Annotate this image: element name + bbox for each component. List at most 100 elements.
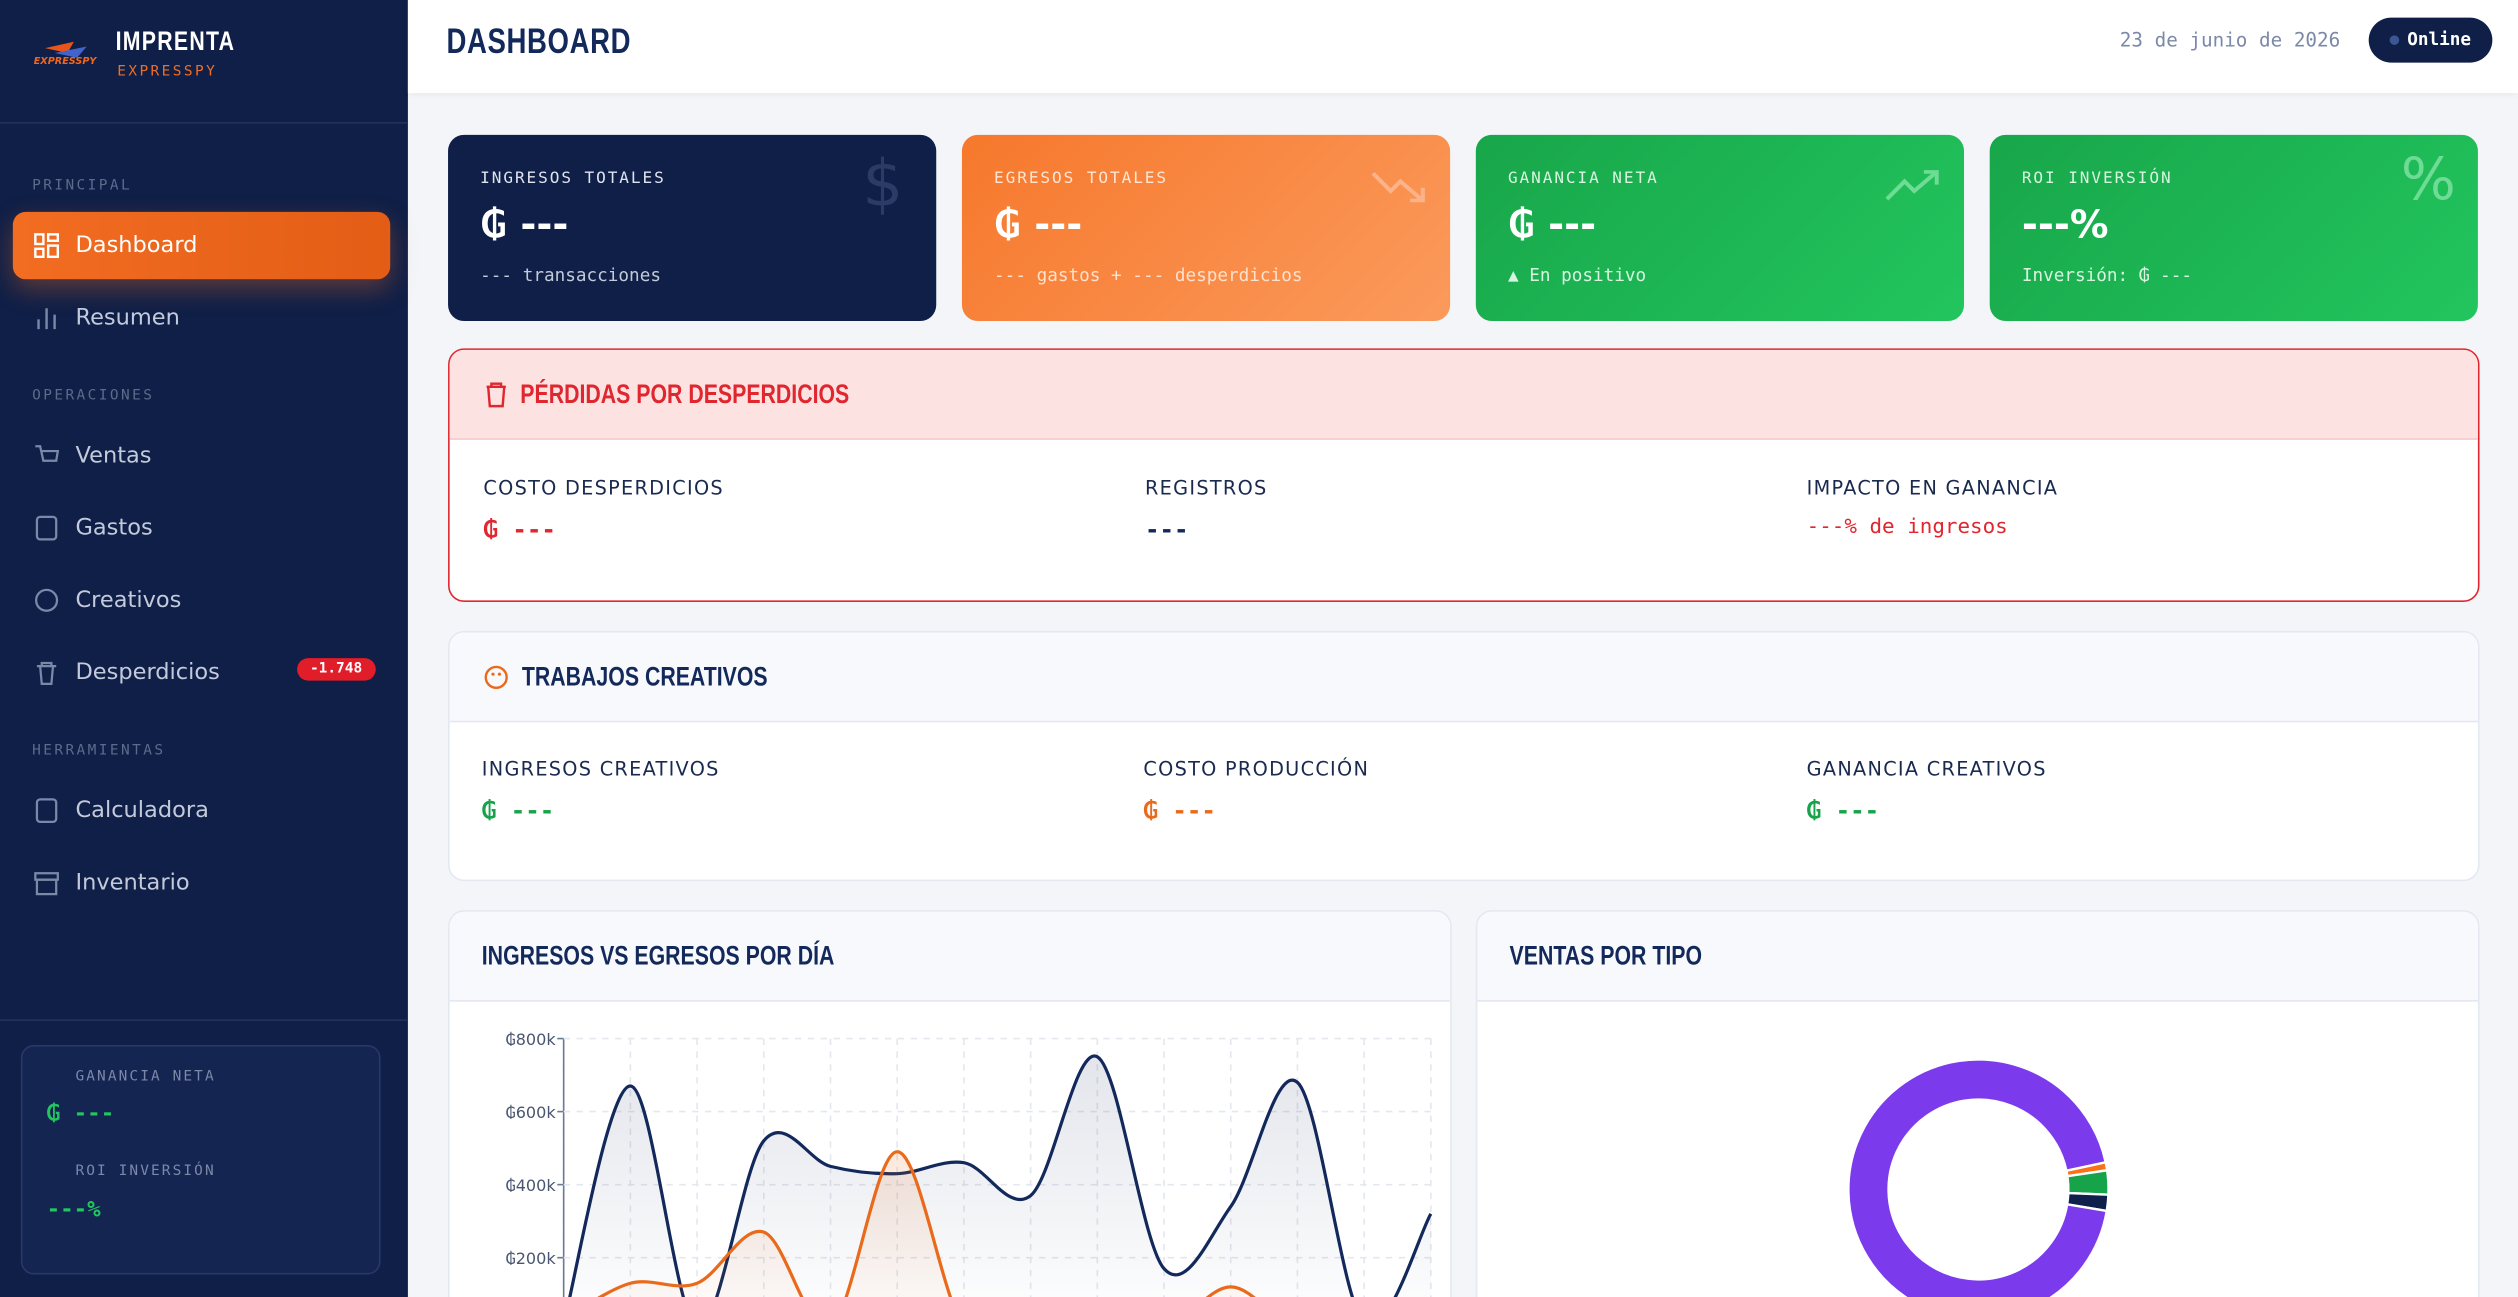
sidebar: EXPRESSPY IMPRENTA EXPRESSPY PRINCIPAL D… — [0, 0, 408, 1297]
nav-item[interactable]: Resumen — [13, 284, 390, 351]
kpi-value: ₲ --- — [994, 202, 1083, 248]
kpi-icon: $ — [862, 147, 904, 222]
logo-text: EXPRESSPY — [33, 56, 97, 68]
nav-item[interactable]: Inventario — [13, 849, 390, 916]
line — [568, 1054, 1433, 1297]
line — [597, 1150, 1256, 1297]
nav-label: Ventas — [75, 443, 152, 469]
nav-item[interactable]: Gastos — [13, 494, 390, 561]
nav-icon — [34, 872, 59, 896]
panel-header: VENTAS POR TIPO — [1477, 911, 2478, 1002]
chart-title: INGRESOS VS EGRESOS POR DÍA — [481, 940, 835, 972]
donut-chart — [1847, 1058, 2110, 1297]
kpi-note: ▲ En positivo — [1507, 264, 1647, 286]
kpi-note: Inversión: ₲ --- — [2021, 264, 2193, 286]
stat-value: --- — [1145, 515, 1189, 545]
kpi-icon: % — [2400, 147, 2456, 214]
y-tick-label: ₲200k — [505, 1249, 556, 1268]
y-tick-label: ₲600k — [505, 1103, 556, 1122]
kpi-note: --- gastos + --- desperdicios — [994, 264, 1303, 286]
stat-value: ₲ --- — [1806, 796, 1880, 826]
nav-icon — [34, 233, 60, 259]
stat-label: GANANCIA CREATIVOS — [1806, 757, 2047, 781]
line-chart-panel: INGRESOS VS EGRESOS POR DÍA ₲200k ₲400k ₲6… — [448, 910, 1452, 1297]
kpi-note: --- transacciones — [480, 264, 661, 286]
stat-value: ₲ --- — [481, 796, 555, 826]
chart-title: VENTAS POR TIPO — [1509, 940, 1703, 972]
nav-icon — [35, 798, 58, 823]
nav-section: OPERACIONES — [32, 388, 155, 405]
brand-subtitle: EXPRESSPY — [117, 64, 218, 81]
brand-title: IMPRENTA — [115, 25, 236, 57]
nav-label: Desperdicios — [75, 659, 220, 686]
kpi-label: ROI INVERSIÓN — [2021, 170, 2173, 188]
status-pill[interactable]: Online — [2368, 17, 2493, 63]
nav-section: HERRAMIENTAS — [32, 743, 166, 760]
nav-icon — [36, 661, 57, 685]
stat-label: COSTO PRODUCCIÓN — [1143, 757, 1370, 781]
nav-item[interactable]: Ventas — [13, 422, 390, 489]
panel-header: INGRESOS VS EGRESOS POR DÍA — [449, 911, 1451, 1002]
nav-badge: -1.748 — [297, 658, 376, 681]
summary-value: ---% — [46, 1197, 101, 1224]
nav-label: Dashboard — [75, 232, 198, 259]
status-label: Online — [2407, 28, 2472, 50]
summary-value: ₲ --- — [46, 1101, 115, 1127]
kpi-card: GANANCIA NETA ₲ --- ▲ En positivo — [1475, 134, 1965, 322]
nav-icon — [35, 515, 58, 541]
panel-title: PÉRDIDAS POR DESPERDICIOS — [520, 378, 850, 410]
creative-panel: TRABAJOS CREATIVOS INGRESOS CREATIVOS ₲ -… — [448, 630, 2480, 882]
stat-value: ₲ --- — [483, 515, 556, 545]
kpi-label: GANANCIA NETA — [1507, 170, 1659, 188]
nav-section: PRINCIPAL — [32, 178, 133, 195]
nav-icon — [37, 308, 56, 330]
area — [600, 1151, 1254, 1297]
page-title: DASHBOARD — [446, 20, 632, 61]
kpi-label: INGRESOS TOTALES — [480, 170, 666, 188]
nav-item[interactable]: Creativos — [13, 567, 390, 634]
divider — [0, 1019, 408, 1021]
stat-value: ---% de ingresos — [1806, 515, 2008, 540]
kpi-icon — [1371, 171, 1425, 203]
nav-icon — [35, 445, 60, 462]
nav-label: Creativos — [75, 587, 182, 614]
nav-item[interactable]: Calculadora — [13, 777, 390, 844]
kpi-card: ROI INVERSIÓN ---% Inversión: ₲ --- % — [1989, 134, 2478, 322]
panel-icon — [486, 382, 506, 408]
brand: EXPRESSPY IMPRENTA EXPRESSPY — [0, 0, 408, 124]
stat-label: REGISTROS — [1145, 476, 1268, 500]
nav-label: Gastos — [75, 515, 153, 541]
nav-label: Calculadora — [75, 797, 209, 824]
pie-chart-panel: VENTAS POR TIPO — [1475, 910, 2480, 1297]
summary-label: GANANCIA NETA — [75, 1069, 216, 1086]
kpi-card: EGRESOS TOTALES ₲ --- --- gastos + --- des… — [961, 134, 1451, 322]
stat-label: INGRESOS CREATIVOS — [481, 757, 720, 781]
donut-segment — [1847, 1058, 2109, 1297]
kpi-card: INGRESOS TOTALES ₲ --- --- transacciones $ — [448, 134, 937, 322]
nav-label: Resumen — [75, 304, 180, 331]
area — [569, 1056, 1431, 1297]
nav-label: Inventario — [75, 870, 190, 896]
panel-header: TRABAJOS CREATIVOS — [449, 632, 2478, 723]
date: 23 de junio de 2026 — [2119, 28, 2341, 52]
stat-label: COSTO DESPERDICIOS — [483, 476, 724, 500]
logo-icon — [44, 41, 87, 58]
kpi-label: EGRESOS TOTALES — [994, 170, 1168, 188]
header: DASHBOARD 23 de junio de 2026 Online — [407, 0, 2518, 94]
nav-item[interactable]: Desperdicios -1.748 — [13, 639, 390, 706]
kpi-value: ---% — [2021, 202, 2109, 248]
panel-title: TRABAJOS CREATIVOS — [521, 661, 768, 692]
kpi-icon — [1885, 170, 1939, 201]
line-chart: ₲200k ₲400k ₲600k ₲800k — [505, 1030, 1433, 1297]
stat-label: IMPACTO EN GANANCIA — [1806, 476, 2059, 500]
summary-box: GANANCIA NETA ₲ --- ROI INVERSIÓN ---% — [20, 1044, 381, 1275]
kpi-value: ₲ --- — [480, 202, 569, 248]
summary-label: ROI INVERSIÓN — [75, 1163, 216, 1180]
kpi-value: ₲ --- — [1507, 202, 1597, 248]
nav-icon — [35, 588, 59, 612]
nav-item[interactable]: Dashboard — [12, 211, 391, 280]
y-tick-label: ₲400k — [505, 1176, 556, 1195]
y-tick-label: ₲800k — [505, 1030, 556, 1049]
